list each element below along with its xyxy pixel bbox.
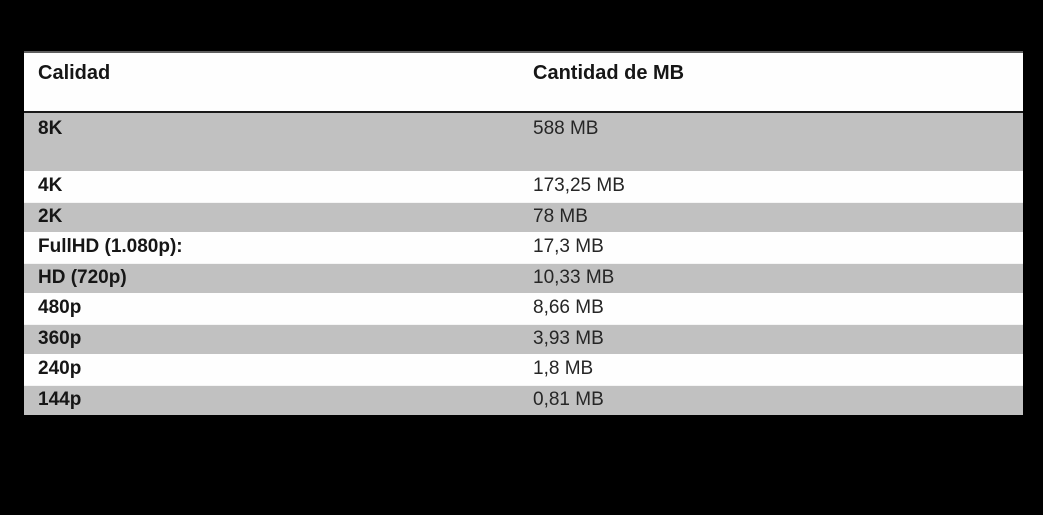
quality-cell: 4K — [38, 175, 63, 197]
size-cell: 588 MB — [533, 118, 599, 139]
size-cell: 78 MB — [533, 206, 588, 228]
quality-cell: 144p — [38, 389, 82, 411]
column-header-cantidad-mb: Cantidad de MB — [533, 62, 685, 84]
size-cell: 8,66 MB — [533, 297, 604, 319]
quality-cell: 360p — [38, 328, 82, 350]
quality-cell: HD (720p) — [38, 267, 127, 289]
table-row: 8K 588 MB — [24, 113, 1023, 171]
quality-cell: 8K — [38, 118, 63, 139]
table-row: 480p 8,66 MB — [24, 293, 1023, 324]
table-body: 8K 588 MB 4K 173,25 MB 2K 78 MB FullHD (1.080p… — [24, 113, 1023, 415]
table-header-row: Calidad Cantidad de MB — [24, 53, 1023, 113]
quality-cell: FullHD (1.080p): — [38, 236, 183, 258]
table-row: 4K 173,25 MB — [24, 171, 1023, 202]
table-row: 144p 0,81 MB — [24, 384, 1023, 415]
table-row: 2K 78 MB — [24, 201, 1023, 232]
size-cell: 173,25 MB — [533, 175, 625, 197]
quality-size-table: Calidad Cantidad de MB 8K 588 MB 4K 173,25 … — [24, 51, 1023, 415]
size-cell: 17,3 MB — [533, 236, 604, 258]
quality-cell: 2K — [38, 206, 63, 228]
quality-cell: 480p — [38, 297, 82, 319]
quality-cell: 240p — [38, 358, 82, 380]
table-row: 240p 1,8 MB — [24, 354, 1023, 385]
size-cell: 0,81 MB — [533, 389, 604, 411]
table-row: FullHD (1.080p): 17,3 MB — [24, 232, 1023, 263]
size-cell: 3,93 MB — [533, 328, 604, 350]
table-row: HD (720p) 10,33 MB — [24, 262, 1023, 293]
column-header-calidad: Calidad — [38, 62, 111, 84]
size-cell: 10,33 MB — [533, 267, 615, 289]
table-row: 360p 3,93 MB — [24, 323, 1023, 354]
size-cell: 1,8 MB — [533, 358, 594, 380]
